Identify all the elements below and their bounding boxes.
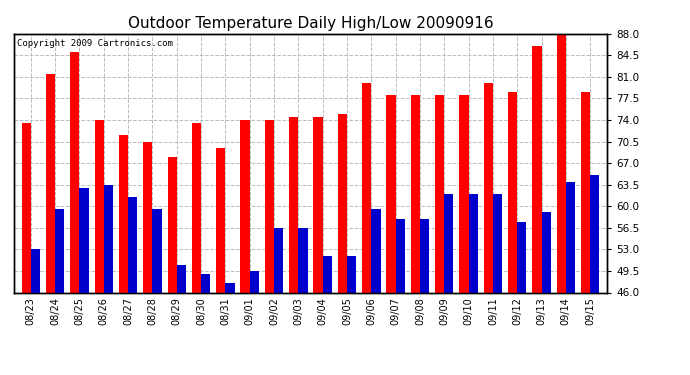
Text: Copyright 2009 Cartronics.com: Copyright 2009 Cartronics.com: [17, 39, 172, 48]
Bar: [192, 123, 201, 375]
Bar: [557, 34, 566, 375]
Bar: [460, 95, 469, 375]
Bar: [274, 228, 284, 375]
Bar: [70, 52, 79, 375]
Bar: [581, 92, 590, 375]
Bar: [484, 83, 493, 375]
Bar: [337, 114, 347, 375]
Bar: [79, 188, 89, 375]
Bar: [444, 194, 453, 375]
Bar: [104, 185, 113, 375]
Bar: [144, 142, 152, 375]
Bar: [21, 123, 31, 375]
Bar: [250, 271, 259, 375]
Bar: [216, 148, 226, 375]
Bar: [95, 120, 103, 375]
Bar: [128, 197, 137, 375]
Bar: [298, 228, 308, 375]
Bar: [152, 209, 161, 375]
Bar: [518, 222, 526, 375]
Bar: [46, 74, 55, 375]
Bar: [177, 265, 186, 375]
Bar: [469, 194, 477, 375]
Bar: [435, 95, 444, 375]
Bar: [420, 219, 429, 375]
Bar: [240, 120, 250, 375]
Bar: [55, 209, 64, 375]
Bar: [508, 92, 518, 375]
Bar: [566, 182, 575, 375]
Bar: [265, 120, 274, 375]
Bar: [395, 219, 405, 375]
Bar: [371, 209, 381, 375]
Bar: [493, 194, 502, 375]
Bar: [168, 157, 177, 375]
Bar: [590, 176, 600, 375]
Bar: [201, 274, 210, 375]
Bar: [226, 283, 235, 375]
Bar: [362, 83, 371, 375]
Bar: [323, 255, 332, 375]
Bar: [386, 95, 395, 375]
Bar: [289, 117, 298, 375]
Bar: [119, 135, 128, 375]
Title: Outdoor Temperature Daily High/Low 20090916: Outdoor Temperature Daily High/Low 20090…: [128, 16, 493, 31]
Bar: [347, 255, 356, 375]
Bar: [542, 212, 551, 375]
Bar: [313, 117, 323, 375]
Bar: [411, 95, 420, 375]
Bar: [31, 249, 40, 375]
Bar: [532, 46, 542, 375]
